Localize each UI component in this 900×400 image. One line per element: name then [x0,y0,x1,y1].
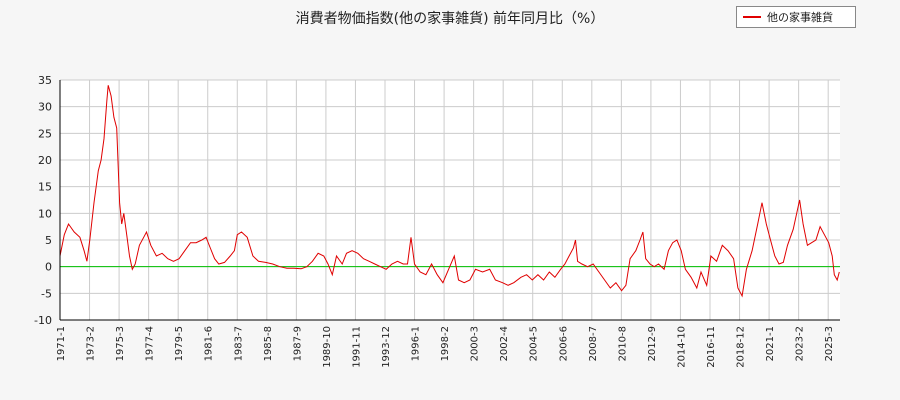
x-tick-label: 2004-5 [529,326,540,361]
x-tick-label: 1989-10 [322,326,333,368]
x-tick-label: 1981-6 [204,326,215,361]
axes [59,80,840,321]
x-tick-label: 1977-4 [145,326,156,361]
x-tick-label: 1996-1 [411,326,422,361]
y-tick-label: 30 [38,101,52,114]
x-tick-label: 2023-2 [795,326,806,361]
x-tick-label: 1985-8 [263,326,274,361]
y-tick-label: 0 [45,261,52,274]
y-tick-label: 10 [38,207,52,220]
x-tick-label: 2008-7 [588,326,599,361]
y-tick-label: 25 [38,127,52,140]
x-tick-label: 2006-6 [558,326,569,361]
y-tick-label: -10 [34,314,52,327]
series-line [59,85,840,298]
x-tick-label: 1971-1 [56,326,67,361]
x-tick-label: 1979-5 [174,326,185,361]
x-tick-label: 1991-11 [351,326,362,368]
x-tick-label: 2021-1 [765,326,776,361]
y-tick-label: 15 [38,181,52,194]
legend-label: 他の家事雑貨 [767,11,833,24]
y-tick-label: 5 [45,234,52,247]
x-tick-labels: 1971-1 1973-2 1975-3 1977-4 1979-5 1981-6 1983… [56,326,835,368]
x-tick-label: 2014-10 [676,326,687,368]
x-tick-label: 1993-12 [381,326,392,368]
x-tick-label: 1987-9 [292,326,303,361]
legend-swatch [743,16,761,18]
x-tick-label: 1975-3 [115,326,126,361]
y-tick-label: -5 [41,287,52,300]
x-tick-label: 2018-12 [736,326,747,368]
grid [59,79,840,321]
y-tick-labels: 35 30 25 20 15 10 5 0 -5 -10 [34,74,52,327]
x-tick-label: 1983-7 [233,326,244,361]
x-tick-label: 2010-8 [617,326,628,361]
x-tick-label: 2025-3 [824,326,835,361]
x-tick-label: 2002-4 [499,326,510,361]
y-tick-label: 35 [38,74,52,87]
x-tick-label: 1973-2 [86,326,97,361]
x-tick-label: 2000-3 [470,326,481,361]
y-tick-label: 20 [38,154,52,167]
x-tick-label: 2012-9 [647,326,658,361]
x-tick-label: 1998-2 [440,326,451,361]
legend: 他の家事雑貨 [736,6,856,28]
chart-title: 消費者物価指数(他の家事雑貨) 前年同月比（%） [295,11,605,27]
plot-background [60,80,840,320]
series-group [59,85,840,298]
x-tick-label: 2016-11 [706,326,717,368]
